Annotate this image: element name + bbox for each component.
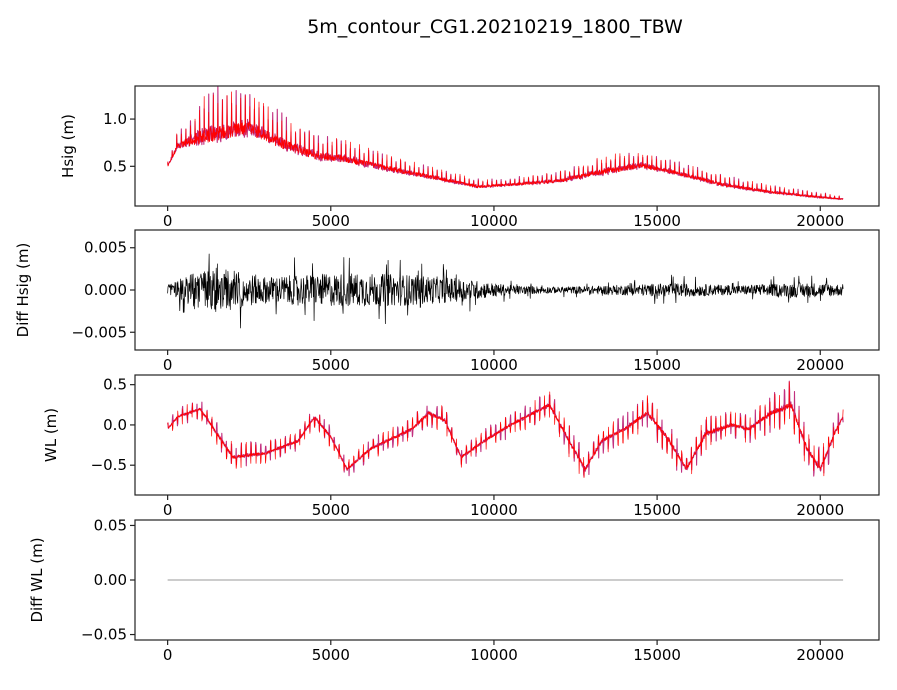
x-tick-label: 5000	[312, 501, 350, 519]
x-tick-label: 5000	[312, 646, 350, 664]
series-line-model-b	[167, 91, 844, 200]
x-tick-label: 20000	[796, 646, 844, 664]
chart-title: 5m_contour_CG1.20210219_1800_TBW	[307, 16, 683, 38]
axis-ticks: 0 5000 10000 15000 20000 −0.5 0.0 0.5	[91, 374, 880, 519]
y-tick-label: 1.0	[103, 110, 127, 128]
x-tick-label: 20000	[796, 212, 844, 230]
y-tick-label: 0.0	[103, 416, 127, 434]
x-tick-label: 10000	[470, 356, 518, 374]
y-tick-label: −0.5	[91, 456, 127, 474]
plot-area	[167, 86, 844, 201]
panel-diff-wl: Diff WL (m) 0 5000 10000 15000 20000 −0.05 0.0…	[28, 516, 880, 664]
panel-wl: WL (m) 0 5000 10000 15000 20000 −0.5 0.0 0.5	[42, 374, 880, 519]
y-axis-label: Hsig (m)	[59, 114, 77, 178]
y-axis-label: Diff WL (m)	[28, 537, 46, 622]
x-tick-label: 10000	[470, 501, 518, 519]
y-axis-label: WL (m)	[42, 408, 60, 462]
y-tick-label: 0.00	[94, 571, 127, 589]
x-tick-label: 15000	[633, 212, 681, 230]
x-tick-label: 15000	[633, 356, 681, 374]
y-tick-label: 0.000	[84, 281, 127, 299]
y-tick-label: −0.005	[71, 323, 127, 341]
y-tick-label: 0.5	[103, 157, 127, 175]
x-tick-label: 5000	[312, 212, 350, 230]
plot-area	[167, 253, 844, 329]
x-tick-label: 0	[163, 212, 173, 230]
y-tick-label: 0.05	[94, 516, 127, 534]
x-tick-label: 0	[163, 356, 173, 374]
x-tick-label: 10000	[470, 646, 518, 664]
x-tick-label: 0	[163, 501, 173, 519]
x-tick-label: 0	[163, 646, 173, 664]
series-line-difference	[167, 253, 844, 329]
y-tick-label: 0.005	[84, 239, 127, 257]
y-tick-label: 0.5	[103, 376, 127, 394]
x-tick-label: 20000	[796, 356, 844, 374]
y-axis-label: Diff Hsig (m)	[14, 243, 32, 338]
x-tick-label: 5000	[312, 356, 350, 374]
series-line-model-b	[167, 381, 844, 478]
axis-ticks: 0 5000 10000 15000 20000 −0.05 0.00 0.05	[81, 516, 880, 664]
x-tick-label: 15000	[633, 646, 681, 664]
x-tick-label: 15000	[633, 501, 681, 519]
x-tick-label: 20000	[796, 501, 844, 519]
axis-ticks: 0 5000 10000 15000 20000 −0.005 0.000 0.005	[71, 229, 880, 374]
axes-frame	[134, 374, 880, 496]
panel-diff-hsig: Diff Hsig (m) 0 5000 10000 15000 20000 −0.005…	[14, 229, 880, 374]
panel-hsig: Hsig (m) 0 5000 10000 15000 20000 0.5 1.0	[59, 85, 880, 230]
axis-ticks: 0 5000 10000 15000 20000 0.5 1.0	[103, 85, 880, 230]
axes-frame	[134, 85, 880, 207]
plot-area	[167, 380, 844, 478]
y-tick-label: −0.05	[81, 626, 127, 644]
x-tick-label: 10000	[470, 212, 518, 230]
